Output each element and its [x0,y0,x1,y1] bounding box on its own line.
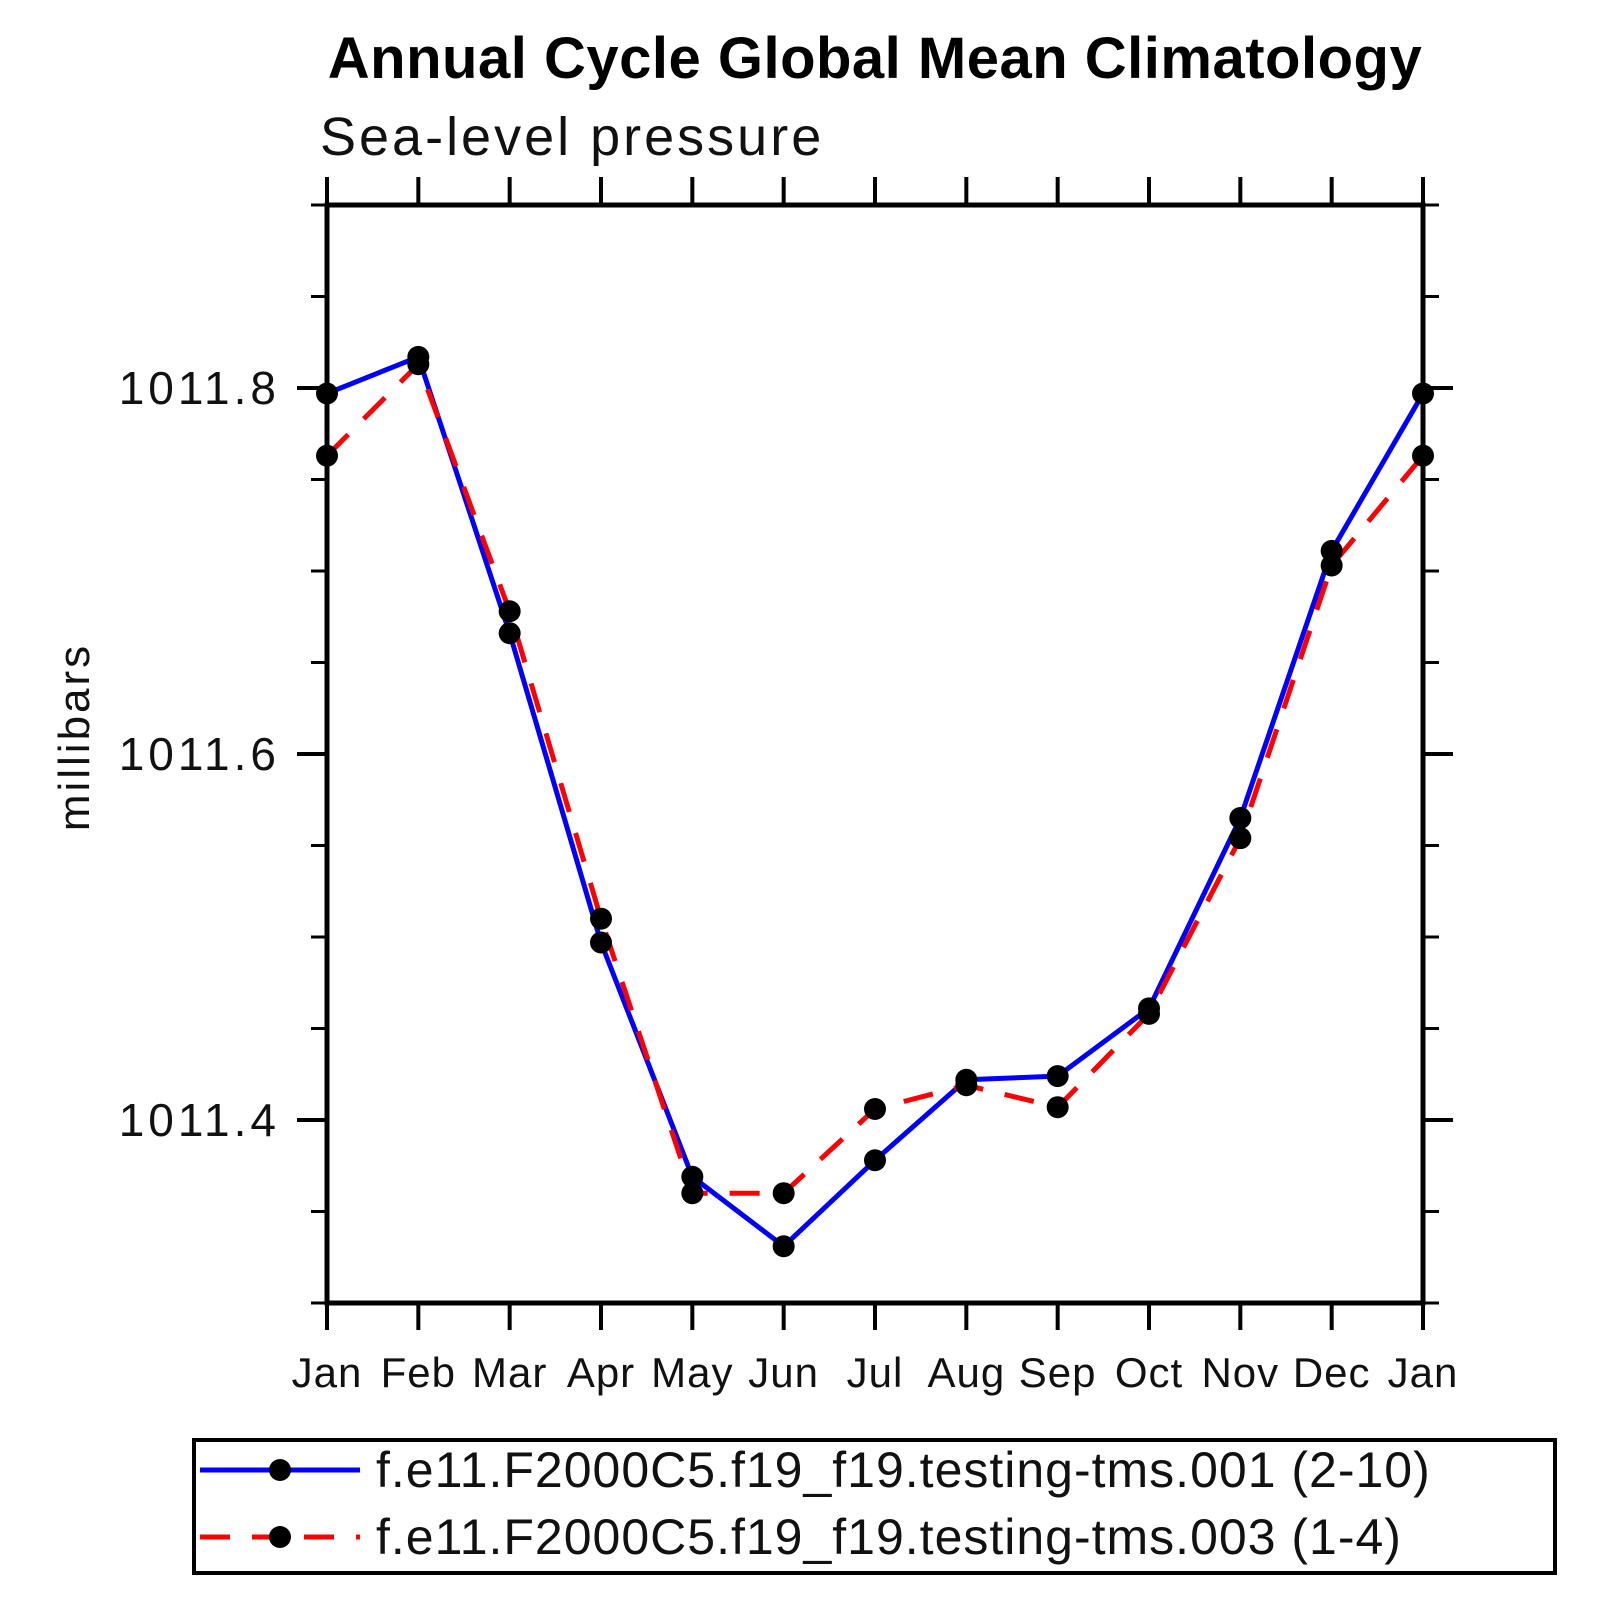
x-tick-label: Jul [847,1349,904,1396]
x-tick-label: Oct [1115,1349,1183,1396]
data-point-series-2 [1229,827,1252,850]
data-point-series-1 [1229,807,1252,830]
x-tick-label: Apr [567,1349,635,1396]
legend-label-series-1: f.e11.F2000C5.f19_f19.testing-tms.001 (2… [376,1442,1431,1498]
legend-marker-dot [269,1526,291,1548]
data-point-series-2 [590,907,612,930]
x-tick-label: Nov [1201,1349,1279,1396]
legend-marker-dot [269,1459,291,1481]
x-tick-label: May [651,1349,733,1396]
data-point-series-1 [498,622,521,645]
series-line-2 [325,361,1425,1196]
y-tick-label: 1011.8 [119,362,280,414]
legend-label-series-2: f.e11.F2000C5.f19_f19.testing-tms.003 (1… [376,1509,1402,1565]
x-tick-label: Dec [1293,1349,1371,1396]
data-point-series-1 [316,382,338,405]
data-point-series-2 [681,1182,704,1205]
y-tick-label: 1011.6 [119,728,280,780]
legend-box [192,1438,1557,1575]
plot-frame [324,202,1426,1306]
data-point-series-1 [590,931,612,954]
data-point-series-2 [772,1182,795,1205]
data-point-series-1 [1412,382,1434,405]
data-point-series-1 [1046,1065,1069,1088]
legend-swatch-solid-line [200,1459,360,1481]
data-point-series-2 [407,353,430,376]
legend-entry-series-2: f.e11.F2000C5.f19_f19.testing-tms.003 (1… [198,1506,1402,1568]
data-point-series-1 [864,1149,886,1172]
y-tick-label: 1011.4 [119,1094,280,1146]
data-point-series-2 [1138,1002,1160,1025]
data-point-series-1 [772,1235,795,1258]
data-point-series-2 [1046,1096,1069,1119]
x-tick-label: Aug [927,1349,1005,1396]
data-point-series-2 [864,1098,886,1121]
data-point-series-2 [1320,554,1343,577]
x-tick-label: Jun [748,1349,819,1396]
data-point-series-2 [316,444,338,467]
chart-subtitle: Sea-level pressure [320,107,825,167]
data-point-series-1 [681,1165,704,1188]
legend-swatch-dashed-line [200,1526,360,1548]
data-point-series-2 [498,600,521,623]
page-title: Annual Cycle Global Mean Climatology [327,26,1423,91]
data-point-series-2 [955,1074,978,1097]
x-tick-label: Sep [1019,1349,1097,1396]
x-tick-label: Mar [472,1349,547,1396]
x-tick-label: Jan [1388,1349,1459,1396]
data-point-series-2 [1412,444,1434,467]
x-tick-label: Jan [292,1349,363,1396]
x-tick-label: Feb [381,1349,456,1396]
legend-entry-series-1: f.e11.F2000C5.f19_f19.testing-tms.001 (2… [198,1439,1431,1501]
